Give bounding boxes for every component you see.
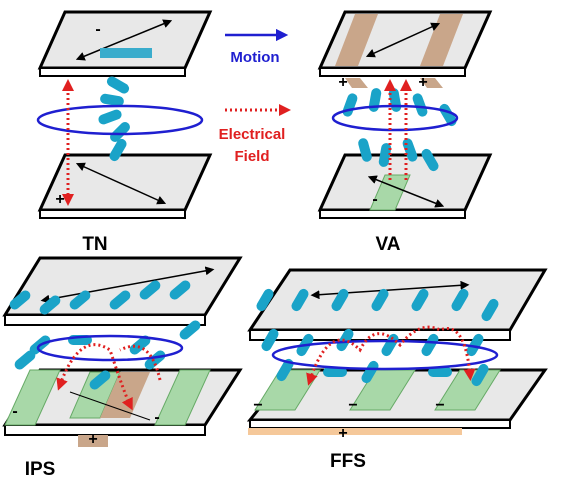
molecule [341, 92, 359, 118]
polarity-sign: + [88, 431, 97, 448]
polarity-sign: − [348, 397, 357, 414]
polarity-sign: - [95, 21, 100, 38]
plates [5, 12, 545, 447]
polarity-sign: + [55, 191, 64, 208]
polarity-sign: + [418, 74, 427, 91]
molecule [411, 92, 429, 118]
polarity-sign: − [253, 397, 262, 414]
polarity-sign: + [338, 74, 347, 91]
mode-label: VA [376, 234, 401, 255]
polarity-sign: - [154, 409, 159, 426]
mode-label: IPS [25, 459, 56, 480]
polarity-sign: + [338, 425, 347, 442]
field-label: Electrical [219, 126, 286, 143]
lcd-modes-diagram: Motion Electrical Field TN - + VA + + - IPS - - + FFS −… [0, 0, 569, 485]
molecule [13, 348, 38, 371]
molecule [368, 87, 382, 112]
molecule [105, 75, 131, 96]
mode-label: TN [82, 234, 107, 255]
polarity-sign: - [372, 191, 377, 208]
motion-label: Motion [230, 49, 279, 66]
field-label: Field [234, 148, 269, 165]
polarity-sign: − [435, 397, 444, 414]
molecule [97, 108, 123, 126]
polarity-sign: - [12, 403, 17, 420]
mode-label: FFS [330, 451, 366, 472]
